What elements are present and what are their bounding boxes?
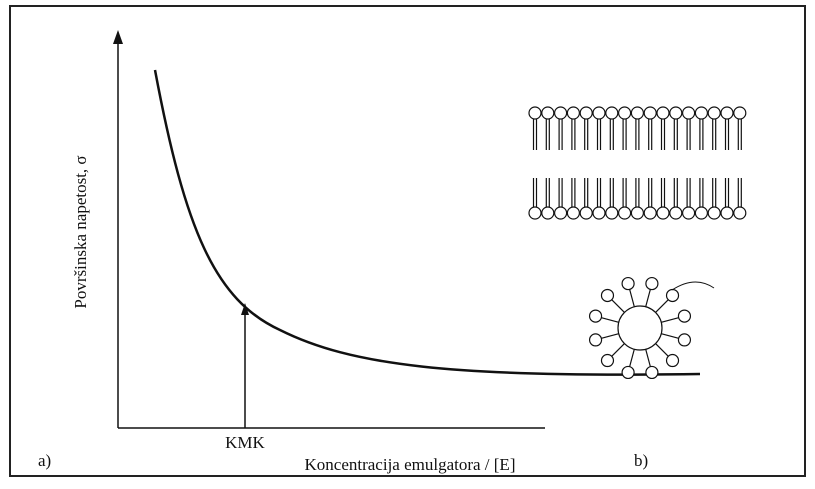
micelle-head	[621, 365, 635, 380]
lipid-head	[553, 206, 568, 220]
lipid-head	[605, 206, 619, 220]
axes	[117, 38, 545, 429]
lipid-head	[694, 106, 709, 120]
micelle-tail	[601, 317, 619, 323]
lipid-head	[681, 206, 696, 220]
curve	[153, 69, 701, 376]
micelle-head	[677, 309, 692, 323]
lipid-head	[617, 206, 632, 220]
lipid-head	[656, 206, 670, 220]
micelle-tail	[629, 289, 635, 307]
lipid-head	[617, 106, 632, 120]
kmk-label: KMK	[225, 433, 265, 452]
micelle-tail	[661, 317, 679, 323]
lipid-head	[630, 106, 645, 120]
y-axis-arrow	[113, 30, 123, 44]
micelle-head	[677, 333, 692, 347]
lipid-head	[541, 106, 555, 120]
panel-b-label: b)	[634, 451, 648, 470]
micelle-head	[665, 353, 680, 368]
lipid-head	[733, 106, 747, 120]
lipid-head	[733, 206, 747, 220]
lipid-head	[720, 206, 734, 220]
micelle-head	[645, 365, 659, 380]
x-axis-label: Koncentracija emulgatora / [E]	[305, 455, 516, 474]
micelle-core	[617, 305, 663, 351]
lipid-head	[643, 106, 657, 120]
bilayer	[528, 106, 747, 220]
micelle-tail	[629, 349, 635, 367]
panel-a-label: a)	[38, 451, 51, 470]
micelle-tail	[645, 289, 651, 307]
lipid-head	[553, 106, 568, 120]
micelle-tail	[661, 333, 679, 339]
micelle-head	[588, 333, 603, 347]
micelle-head	[588, 309, 603, 323]
lipid-head	[707, 106, 721, 120]
micelle-head	[600, 288, 615, 303]
lipid-head	[592, 106, 606, 120]
micelle-tail	[655, 343, 669, 357]
pointer-line	[671, 281, 715, 291]
micelle-tail	[655, 299, 669, 313]
lipid-head	[720, 106, 734, 120]
micelle-tail	[601, 333, 619, 339]
micelle-head	[621, 276, 635, 291]
lipid-head	[566, 106, 581, 120]
frame	[9, 5, 806, 477]
lipid-head	[681, 106, 696, 120]
lipid-head	[528, 206, 542, 220]
micelle-head	[645, 276, 659, 291]
micelle-tail	[645, 349, 651, 367]
micelle-head	[665, 288, 680, 303]
lipid-head	[528, 106, 542, 120]
micelle-tail	[611, 299, 625, 313]
lipid-head	[592, 206, 606, 220]
lipid-head	[605, 106, 619, 120]
micelle-head	[600, 353, 615, 368]
lipid-head	[694, 206, 709, 220]
lipid-head	[579, 206, 593, 220]
lipid-head	[656, 106, 670, 120]
lipid-head	[643, 206, 657, 220]
lipid-head	[566, 206, 581, 220]
micelle	[588, 276, 692, 380]
lipid-head	[541, 206, 555, 220]
y-axis-label: Površinska napetost, σ	[71, 155, 90, 308]
lipid-head	[579, 106, 593, 120]
micelle-tail	[611, 343, 625, 357]
lipid-head	[707, 206, 721, 220]
lipid-head	[669, 106, 683, 120]
lipid-head	[630, 206, 645, 220]
lipid-head	[669, 206, 683, 220]
kmk-arrowhead	[241, 303, 249, 315]
